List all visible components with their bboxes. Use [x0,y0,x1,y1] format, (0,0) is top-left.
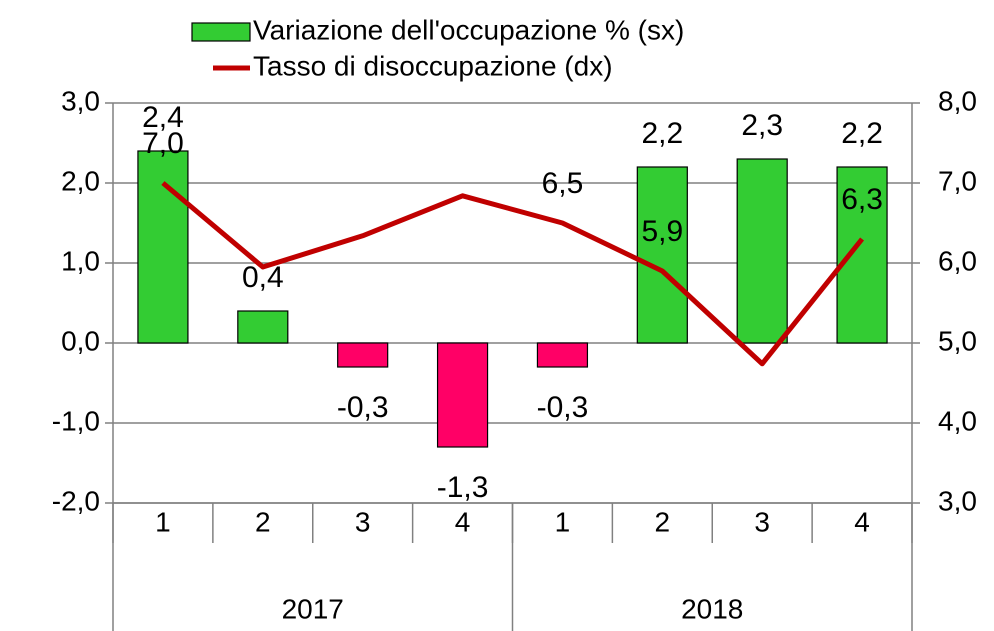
y2-tick-label: 4,0 [938,405,977,436]
bar [237,310,289,344]
bar-label: -0,3 [337,391,389,424]
y2-tick-label: 3,0 [938,485,977,516]
bar [736,158,788,344]
y2-tick-label: 7,0 [938,165,977,196]
x-tick-label: 2 [255,506,271,537]
bar [436,342,489,448]
y-tick-label: -1,0 [52,405,100,436]
y-tick-label: -2,0 [52,485,100,516]
bar-label: 0,4 [242,261,284,294]
bar [836,166,888,344]
line-label: 7,0 [142,127,184,160]
legend-label: Tasso di disoccupazione (dx) [253,50,613,81]
y2-tick-label: 6,0 [938,245,977,276]
legend-swatch [191,22,251,42]
x-tick-label: 1 [555,506,571,537]
bar-label: -0,3 [537,391,589,424]
y-tick-label: 0,0 [61,325,100,356]
line-label: 6,5 [542,167,584,200]
x-tick-label: 2 [655,506,671,537]
y-tick-label: 1,0 [61,245,100,276]
bar [137,150,189,344]
bar-label: -1,3 [437,471,489,504]
line [161,181,865,367]
legend-label: Variazione dell'occupazione % (sx) [253,14,684,45]
x-tick-label: 1 [155,506,171,537]
bar [337,342,389,368]
group-label: 2017 [282,593,344,624]
y2-tick-label: 8,0 [938,85,977,116]
bar-label: 2,2 [641,117,683,150]
x-tick-label: 4 [854,506,870,537]
group-label: 2018 [681,593,743,624]
x-tick-label: 3 [355,506,371,537]
x-tick-label: 4 [455,506,471,537]
line-label: 5,9 [641,215,683,248]
y-tick-label: 2,0 [61,165,100,196]
y2-tick-label: 5,0 [938,325,977,356]
bar [636,166,688,344]
y-tick-label: 3,0 [61,85,100,116]
line-label: 6,3 [841,183,883,216]
x-tick-label: 3 [754,506,770,537]
bar-label: 2,3 [741,109,783,142]
bar-label: 2,2 [841,117,883,150]
bar [536,342,589,368]
bar-label: 2,4 [142,101,184,134]
